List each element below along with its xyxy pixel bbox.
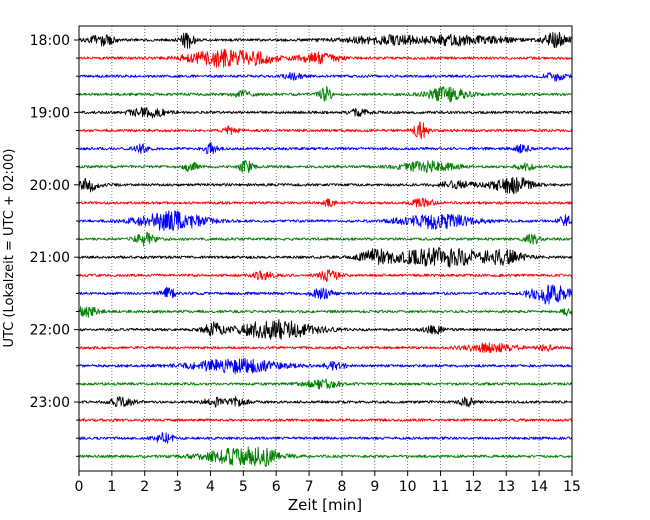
y-tick-label: 18:00: [30, 33, 70, 49]
plot-frame: [78, 25, 573, 472]
x-axis-label: Zeit [min]: [288, 496, 362, 514]
x-tick-label: 13: [497, 479, 515, 495]
y-tick-label: 23:00: [30, 395, 70, 411]
trace-line: [78, 210, 573, 232]
trace-line: [78, 306, 573, 318]
trace-line: [78, 357, 573, 375]
y-axis-label: UTC (Lokalzeit = UTC + 02:00): [2, 149, 17, 348]
x-tick-label: 9: [370, 479, 379, 495]
x-tick-label: 14: [530, 479, 548, 495]
trace-line: [78, 269, 573, 282]
trace-line: [78, 284, 573, 305]
x-tick-label: 10: [399, 479, 417, 495]
trace-line: [78, 121, 573, 140]
trace-line: [78, 446, 573, 467]
y-tick-label: 20:00: [30, 178, 70, 194]
trace-line: [78, 71, 573, 82]
trace-line: [78, 197, 573, 208]
x-tick-label: 6: [272, 479, 281, 495]
trace-line: [78, 106, 573, 119]
x-tick-label: 1: [107, 479, 116, 495]
x-tick-label: 0: [75, 479, 84, 495]
grid-layer: [111, 26, 540, 471]
trace-line: [78, 342, 573, 354]
trace-line: [78, 231, 573, 247]
x-tick-label: 3: [173, 479, 182, 495]
trace-line: [78, 418, 573, 422]
x-axis: 0 1 2 3 4 5 6 7 8 9 10 11 12 13 14 15: [75, 471, 581, 495]
trace-layer: [78, 31, 573, 467]
x-tick-label: 8: [337, 479, 346, 495]
trace-line: [78, 48, 573, 68]
y-axis: 18:00 19:00 20:00 21:00 22:00 23:00: [30, 33, 79, 457]
x-tick-label: 4: [206, 479, 215, 495]
x-tick-label: 2: [140, 479, 149, 495]
trace-line: [78, 159, 573, 174]
trace-line: [78, 176, 573, 195]
trace-line: [78, 396, 573, 408]
y-tick-label: 22:00: [30, 323, 70, 339]
trace-line: [78, 432, 573, 444]
x-tick-label: 7: [305, 479, 314, 495]
x-tick-label: 12: [464, 479, 482, 495]
y-tick-label: 21:00: [30, 250, 70, 266]
x-tick-label: 11: [432, 479, 450, 495]
y-tick-label: 19:00: [30, 105, 70, 121]
trace-line: [78, 378, 573, 390]
x-tick-label: 5: [239, 479, 248, 495]
trace-line: [78, 31, 573, 49]
trace-line: [78, 86, 573, 103]
trace-line: [78, 246, 573, 268]
trace-line: [78, 142, 573, 155]
x-tick-label: 15: [563, 479, 581, 495]
trace-line: [78, 319, 573, 340]
